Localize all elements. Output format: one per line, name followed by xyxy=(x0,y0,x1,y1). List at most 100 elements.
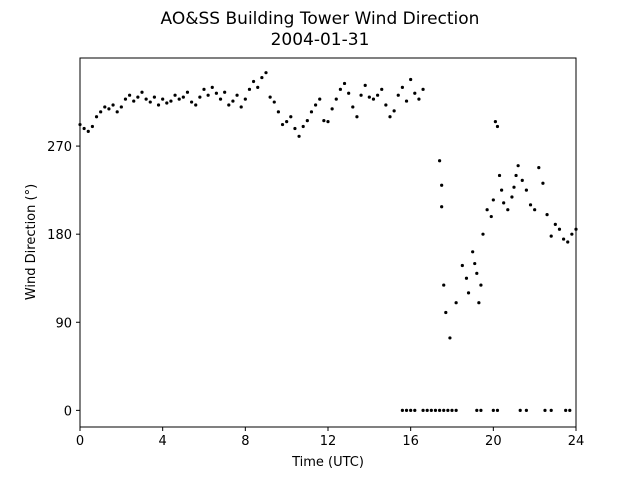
data-point xyxy=(495,408,500,412)
data-point xyxy=(371,97,376,101)
data-point xyxy=(318,97,322,101)
x-axis-ticks: 0 4 8 12 16 20 24 xyxy=(76,427,584,449)
data-point xyxy=(473,261,477,266)
data-point xyxy=(330,107,334,111)
data-point xyxy=(491,408,495,412)
data-point xyxy=(99,110,103,114)
y-tick-label: 0 xyxy=(64,404,72,419)
data-point xyxy=(86,129,90,134)
data-point xyxy=(268,95,272,99)
data-point xyxy=(338,87,342,91)
data-point xyxy=(438,159,442,163)
data-point xyxy=(479,283,483,287)
data-point xyxy=(400,408,404,412)
data-point xyxy=(520,178,524,182)
data-point xyxy=(409,77,413,82)
data-point xyxy=(227,103,231,107)
data-point xyxy=(557,227,562,231)
data-point xyxy=(471,250,475,254)
data-point xyxy=(239,105,243,109)
data-point xyxy=(177,97,181,101)
data-point xyxy=(301,124,305,129)
data-point xyxy=(111,103,115,107)
data-point xyxy=(570,232,574,236)
data-point xyxy=(140,90,144,94)
data-point xyxy=(485,208,489,212)
data-point xyxy=(136,95,140,99)
data-point xyxy=(409,408,413,412)
data-point xyxy=(518,408,522,412)
data-point xyxy=(464,276,469,280)
data-point xyxy=(334,97,338,101)
data-point xyxy=(549,234,553,238)
data-point xyxy=(460,263,464,268)
data-point xyxy=(144,97,148,101)
data-point xyxy=(400,85,404,89)
data-point xyxy=(256,85,260,89)
data-point xyxy=(169,99,173,103)
data-point xyxy=(506,208,510,212)
data-point xyxy=(553,222,557,226)
data-point xyxy=(206,93,210,97)
data-point xyxy=(119,105,123,109)
data-point xyxy=(549,408,553,412)
data-point xyxy=(568,408,572,412)
data-point xyxy=(475,271,479,275)
data-point xyxy=(247,87,252,91)
data-point xyxy=(214,91,218,95)
data-point xyxy=(475,408,479,412)
data-point xyxy=(446,408,450,412)
data-point xyxy=(388,115,392,119)
chart-subtitle: 2004-01-31 xyxy=(271,30,370,50)
chart-title: AO&SS Building Tower Wind Direction xyxy=(161,9,480,29)
data-point xyxy=(198,95,202,99)
data-point xyxy=(342,81,347,86)
data-point xyxy=(433,408,438,412)
data-point xyxy=(429,408,433,412)
data-point xyxy=(454,408,458,412)
data-point xyxy=(545,213,549,217)
data-point xyxy=(355,115,359,119)
data-point xyxy=(363,83,367,88)
x-tick-label: 0 xyxy=(76,434,84,449)
data-point xyxy=(502,201,506,205)
data-point xyxy=(297,134,301,138)
data-point xyxy=(421,87,425,91)
data-point xyxy=(314,103,318,107)
y-axis-ticks: 0 90 180 270 xyxy=(47,140,80,419)
x-tick-label: 20 xyxy=(485,434,502,449)
data-point xyxy=(194,103,198,107)
data-point xyxy=(537,166,541,170)
data-point xyxy=(161,97,165,101)
data-points xyxy=(78,71,578,412)
data-point xyxy=(289,115,293,119)
data-point xyxy=(173,93,177,97)
data-point xyxy=(516,164,520,168)
data-point xyxy=(421,408,425,412)
data-point xyxy=(533,208,537,212)
data-point xyxy=(280,122,285,127)
data-point xyxy=(94,115,99,119)
data-point xyxy=(380,87,384,91)
x-tick-label: 8 xyxy=(241,434,249,449)
data-point xyxy=(359,93,363,97)
data-point xyxy=(152,95,156,99)
plot-frame xyxy=(79,57,577,428)
data-point xyxy=(322,119,326,123)
data-point xyxy=(309,110,314,114)
y-axis-label: Wind Direction (°) xyxy=(24,184,39,300)
data-point xyxy=(413,408,417,412)
data-point xyxy=(148,100,152,104)
data-point xyxy=(202,87,206,91)
data-point xyxy=(276,110,280,114)
data-point xyxy=(413,91,417,95)
data-point xyxy=(491,198,495,202)
y-tick-label: 180 xyxy=(47,228,72,243)
data-point xyxy=(285,120,289,124)
data-point xyxy=(493,120,497,124)
data-point xyxy=(450,408,454,412)
data-point xyxy=(243,97,247,101)
data-point xyxy=(396,93,400,97)
data-point xyxy=(223,90,227,94)
